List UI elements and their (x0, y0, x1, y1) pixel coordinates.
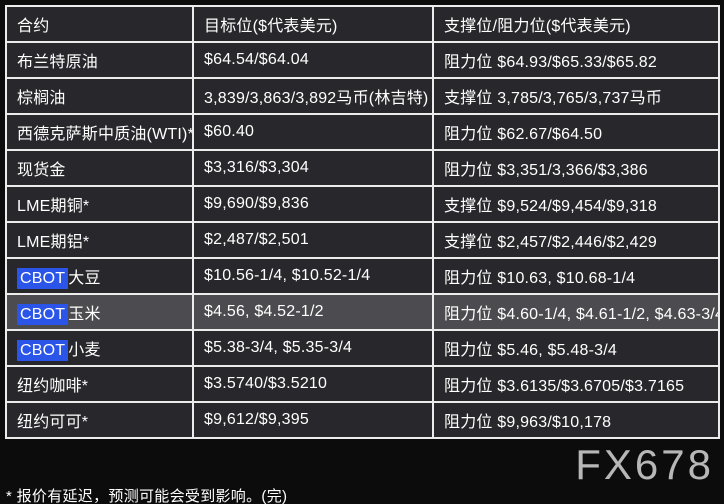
contract-cell: 纽约咖啡* (5, 365, 194, 403)
col-header-target: 目标位($代表美元) (192, 5, 434, 43)
levels-cell: 阻力位 $3.6135/$3.6705/$3.7165 (432, 365, 720, 403)
table-row: 西德克萨斯中质油(WTI)* $60.40 阻力位 $62.67/$64.50 (5, 113, 720, 151)
contract-cell: CBOT 小麦 (5, 329, 194, 367)
cbot-highlight: CBOT (17, 268, 69, 289)
forecast-table: 合约 目标位($代表美元) 支撑位/阻力位($代表美元) 布兰特原油 $64.54… (5, 5, 720, 439)
contract-cell: CBOT 玉米 (5, 293, 194, 331)
contract-cell: 西德克萨斯中质油(WTI)* (5, 113, 194, 151)
target-cell: $10.56-1/4, $10.52-1/4 (192, 257, 434, 295)
table-row: LME期铝* $2,487/$2,501 支撑位 $2,457/$2,446/$2,… (5, 221, 720, 259)
cbot-highlight: CBOT (17, 304, 69, 325)
table-row: 纽约咖啡* $3.5740/$3.5210 阻力位 $3.6135/$3.6705/… (5, 365, 720, 403)
fx678-watermark: FX678 (575, 441, 714, 488)
target-cell: $2,487/$2,501 (192, 221, 434, 259)
levels-cell: 阻力位 $64.93/$65.33/$65.82 (432, 41, 720, 79)
levels-cell: 阻力位 $9,963/$10,178 (432, 401, 720, 439)
contract-cell: CBOT 大豆 (5, 257, 194, 295)
contract-cell: LME期铝* (5, 221, 194, 259)
table-row: 纽约可可* $9,612/$9,395 阻力位 $9,963/$10,178 (5, 401, 720, 439)
target-cell: 3,839/3,863/3,892马币(林吉特) (192, 77, 434, 115)
table-row: 布兰特原油 $64.54/$64.04 阻力位 $64.93/$65.33/$65.… (5, 41, 720, 79)
levels-cell: 阻力位 $10.63, $10.68-1/4 (432, 257, 720, 295)
target-cell: $64.54/$64.04 (192, 41, 434, 79)
footnote: * 报价有延迟，预测可能会受到影响。(完) (6, 488, 288, 504)
col-header-contract: 合约 (5, 5, 194, 43)
levels-cell: 阻力位 $4.60-1/4, $4.61-1/2, $4.63-3/4 (432, 293, 720, 331)
target-cell: $9,612/$9,395 (192, 401, 434, 439)
header-row: 合约 目标位($代表美元) 支撑位/阻力位($代表美元) (5, 5, 720, 43)
levels-cell: 阻力位 $5.46, $5.48-3/4 (432, 329, 720, 367)
contract-cell: 纽约可可* (5, 401, 194, 439)
contract-cell: 棕榈油 (5, 77, 194, 115)
contract-cell: 现货金 (5, 149, 194, 187)
table-row: 棕榈油 3,839/3,863/3,892马币(林吉特) 支撑位 3,785/3,7… (5, 77, 720, 115)
contract-cell: 布兰特原油 (5, 41, 194, 79)
target-cell: $3,316/$3,304 (192, 149, 434, 187)
levels-cell: 支撑位 3,785/3,765/3,737马币 (432, 77, 720, 115)
levels-cell: 阻力位 $62.67/$64.50 (432, 113, 720, 151)
levels-cell: 支撑位 $2,457/$2,446/$2,429 (432, 221, 720, 259)
levels-cell: 支撑位 $9,524/$9,454/$9,318 (432, 185, 720, 223)
target-cell: $5.38-3/4, $5.35-3/4 (192, 329, 434, 367)
table-row: LME期铜* $9,690/$9,836 支撑位 $9,524/$9,454/$9,… (5, 185, 720, 223)
target-cell: $9,690/$9,836 (192, 185, 434, 223)
table-row: CBOT 玉米 $4.56, $4.52-1/2 阻力位 $4.60-1/4, $4.… (5, 293, 720, 331)
contract-cell: LME期铜* (5, 185, 194, 223)
table-row: 现货金 $3,316/$3,304 阻力位 $3,351/3,366/$3,386 (5, 149, 720, 187)
table-row: CBOT 大豆 $10.56-1/4, $10.52-1/4 阻力位 $10.63, … (5, 257, 720, 295)
col-header-levels: 支撑位/阻力位($代表美元) (432, 5, 720, 43)
levels-cell: 阻力位 $3,351/3,366/$3,386 (432, 149, 720, 187)
target-cell: $4.56, $4.52-1/2 (192, 293, 434, 331)
table-row: CBOT 小麦 $5.38-3/4, $5.35-3/4 阻力位 $5.46, $5.… (5, 329, 720, 367)
target-cell: $60.40 (192, 113, 434, 151)
cbot-highlight: CBOT (17, 340, 69, 361)
target-cell: $3.5740/$3.5210 (192, 365, 434, 403)
